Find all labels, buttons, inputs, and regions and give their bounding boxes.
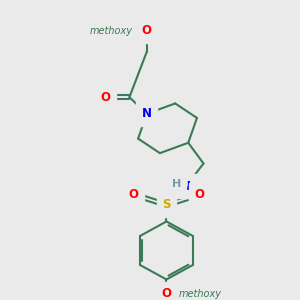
Text: methoxy: methoxy [90,26,133,36]
Text: O: O [194,188,204,201]
Text: H: H [172,179,181,189]
Text: O: O [161,287,171,300]
Text: N: N [181,180,191,193]
Text: methoxy: methoxy [178,289,221,299]
Text: O: O [129,188,139,201]
Text: O: O [100,91,110,104]
Text: N: N [142,107,152,120]
Text: S: S [162,198,171,212]
Text: O: O [142,24,152,38]
